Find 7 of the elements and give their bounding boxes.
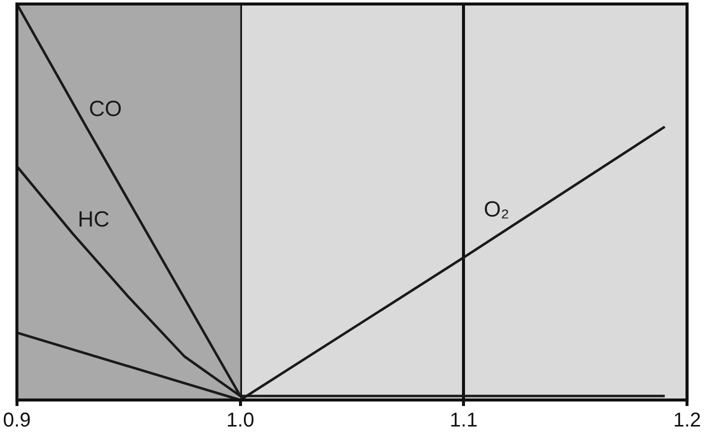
- x-tick-label: 1.2: [673, 410, 702, 432]
- x-tick-label: 1.0: [226, 410, 254, 432]
- x-tick-label: 1.1: [450, 410, 478, 432]
- series-label: CO: [88, 96, 122, 121]
- x-tick-label: 0.9: [2, 410, 31, 432]
- series-label: O₂: [484, 196, 510, 222]
- series-label: HC: [78, 206, 110, 232]
